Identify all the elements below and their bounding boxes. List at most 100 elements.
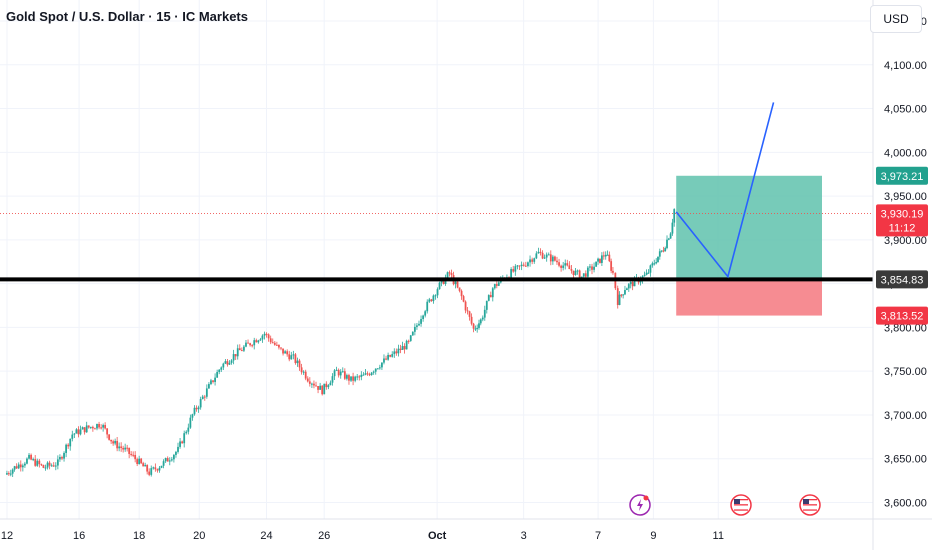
candle-body [271, 342, 274, 344]
candle-body [387, 354, 389, 360]
candle-body [629, 281, 632, 285]
candle-body [325, 383, 328, 388]
candle-body [572, 270, 575, 275]
candle-body [98, 423, 100, 428]
lightning-event-icon[interactable] [629, 494, 651, 516]
us-flag-event-icon[interactable] [730, 494, 752, 516]
candle-body [658, 251, 661, 257]
candle-body [669, 233, 672, 239]
candle-body [162, 461, 165, 466]
x-tick-label: Oct [428, 530, 447, 542]
y-tick-label: 3,750.00 [884, 366, 927, 378]
candle-body [660, 250, 663, 252]
candle-body [87, 425, 90, 428]
candle-body [460, 290, 463, 297]
candle-body [385, 358, 387, 360]
candle-body [458, 287, 461, 291]
candle-body [627, 284, 630, 289]
candle-body [618, 294, 621, 305]
current-price-label-countdown: 11:12 [889, 222, 916, 234]
candle-body [478, 323, 480, 328]
candle-body [378, 367, 381, 369]
candle-body [551, 256, 554, 262]
stop-price-label: 3,813.52 [881, 311, 924, 323]
candle-body [54, 465, 57, 467]
candle-body [358, 376, 361, 378]
candle-body [19, 464, 22, 468]
us-flag-event-icon[interactable] [799, 494, 821, 516]
candle-body [321, 385, 324, 395]
candle-body [354, 376, 357, 381]
candle-body [164, 458, 167, 462]
candle-body [599, 258, 601, 263]
candle-body [651, 263, 654, 266]
candle-body [205, 388, 208, 397]
candle-body [114, 440, 117, 444]
candle-body [146, 465, 149, 472]
candle-body [130, 453, 133, 455]
candle-body [56, 459, 59, 466]
candle-body [539, 251, 542, 253]
flag-stripe [734, 509, 748, 511]
candle-body [48, 462, 51, 466]
flag-stripe [734, 501, 748, 503]
candle-body [306, 378, 309, 382]
candle-body [393, 351, 396, 355]
candle-body [282, 348, 284, 354]
candle-body [148, 471, 151, 475]
candle-body [265, 333, 268, 335]
candle-body [520, 264, 523, 267]
candle-body [360, 374, 363, 377]
candle-body [541, 252, 544, 259]
candle-body [516, 265, 519, 267]
candle-body [364, 373, 367, 375]
candle-body [362, 374, 365, 376]
candle-body [549, 254, 552, 262]
target-zone [676, 175, 822, 280]
candle-body [195, 407, 198, 410]
candle-body [547, 254, 550, 256]
candle-body [26, 458, 28, 464]
candle-body [255, 340, 258, 343]
candle-body [81, 427, 84, 430]
candle-body [512, 269, 515, 272]
candle-body [589, 266, 591, 268]
flag-stripe [734, 506, 748, 509]
candle-body [104, 425, 107, 429]
candle-body [604, 254, 607, 257]
candle-body [430, 299, 433, 302]
candle-body [602, 255, 605, 257]
candle-body [134, 454, 137, 460]
candle-body [296, 360, 299, 364]
current-price-label-bg [876, 204, 928, 237]
candle-body [476, 327, 479, 329]
candle-body [337, 369, 340, 376]
y-tick-label: 3,600.00 [884, 497, 927, 509]
candle-body [24, 463, 26, 466]
candle-body [401, 346, 404, 350]
candle-body [533, 258, 536, 262]
candle-body [187, 427, 190, 432]
candle-body [36, 460, 39, 466]
candle-body [50, 465, 53, 467]
candle-body [245, 342, 247, 347]
candle-body [556, 260, 558, 263]
candle-body [7, 473, 10, 475]
currency-button[interactable]: USD [870, 5, 922, 33]
candle-body [331, 376, 334, 383]
candle-body [249, 343, 251, 346]
candle-body [497, 282, 500, 286]
candle-body [267, 334, 270, 339]
candle-body [108, 434, 111, 440]
candle-body [304, 371, 307, 379]
candle-body [462, 296, 465, 302]
y-tick-label: 3,700.00 [884, 410, 927, 422]
candle-body [622, 294, 625, 296]
candle-body [138, 458, 141, 465]
candle-body [234, 354, 237, 357]
candle-body [323, 383, 326, 395]
candle-body [574, 270, 577, 275]
candle-body [568, 265, 571, 270]
